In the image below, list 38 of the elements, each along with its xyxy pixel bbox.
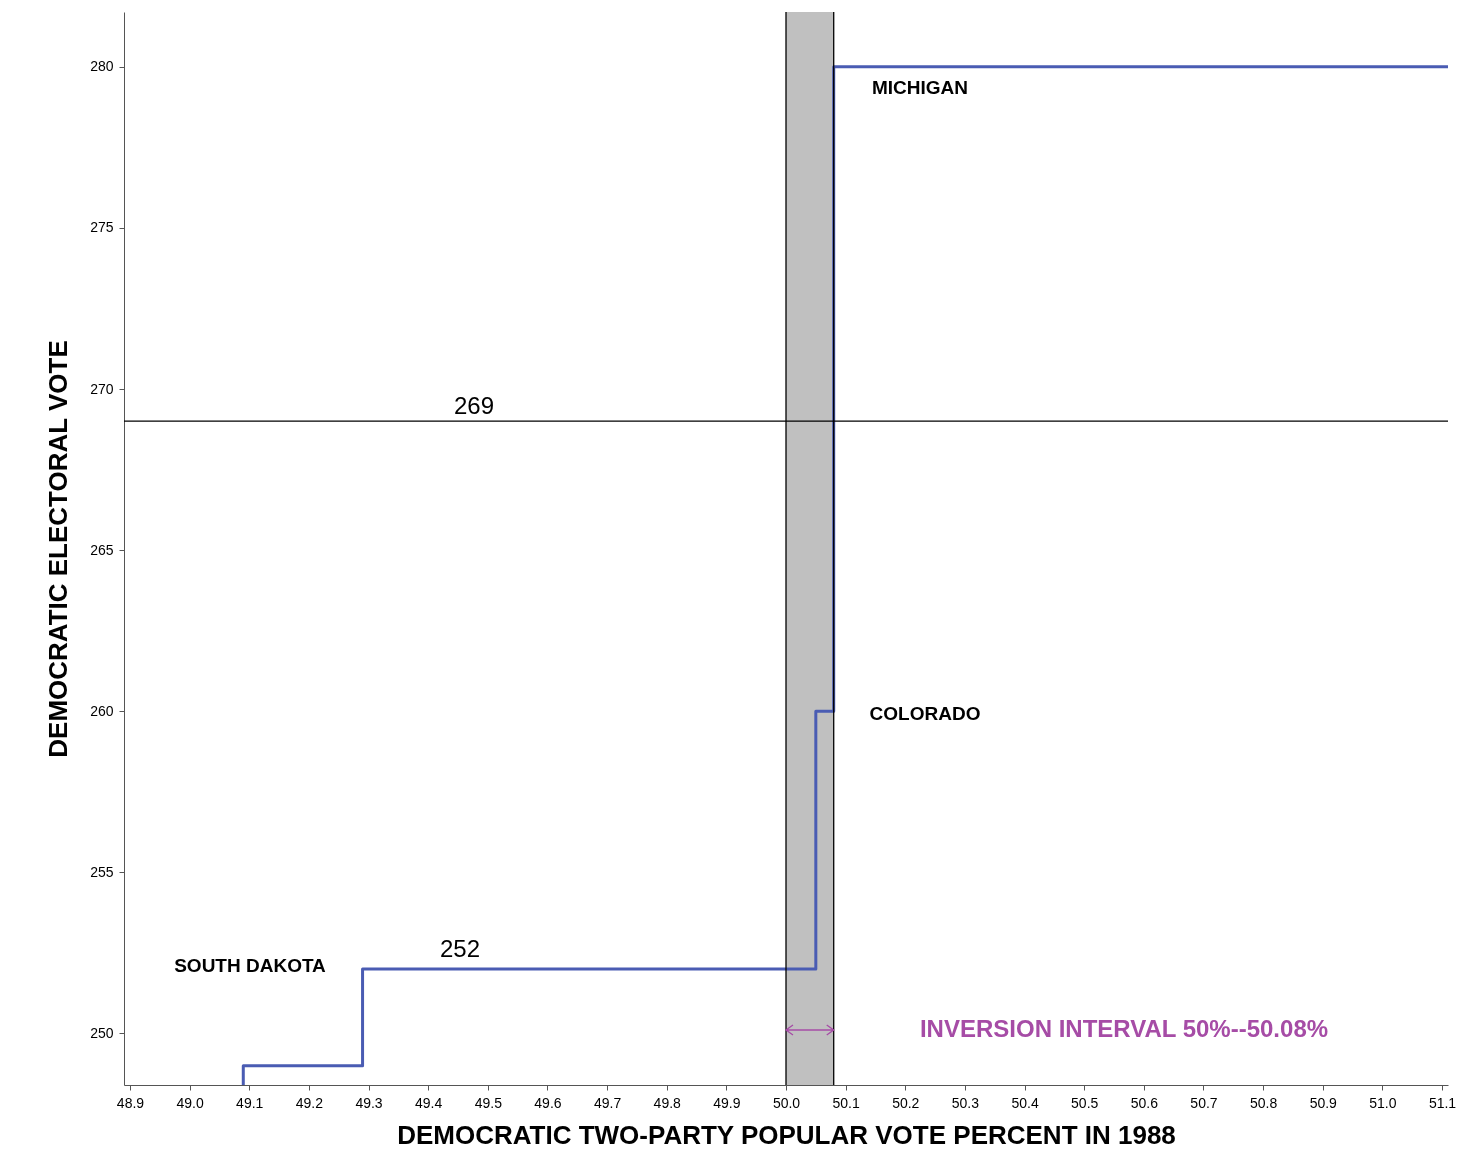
x-tick-label: 49.6 [534,1094,562,1111]
x-tick-label: 51.1 [1428,1094,1457,1111]
x-tick-label: 50.0 [772,1094,801,1111]
annotation: MICHIGAN [871,77,969,98]
x-tick-label: 49.9 [713,1094,741,1111]
y-tick-label: 260 [90,702,114,719]
y-tick-label: 250 [90,1024,114,1041]
y-tick-label: 280 [90,58,114,75]
y-tick-label: 255 [90,863,114,880]
x-tick-label: 49.7 [593,1094,622,1111]
x-tick-label: 49.5 [474,1094,503,1111]
x-tick-label: 49.4 [415,1094,443,1111]
x-tick-label: 48.9 [116,1094,145,1111]
x-tick-label: 50.9 [1309,1094,1338,1111]
y-tick-label: 275 [90,219,114,236]
x-tick-label: 50.8 [1249,1094,1278,1111]
x-tick-label: 50.1 [832,1094,860,1111]
x-tick-label: 49.2 [295,1094,324,1111]
x-tick-label: 50.5 [1071,1094,1099,1111]
x-tick-label: 50.4 [1011,1094,1039,1111]
ref-line-label: 269 [453,392,495,420]
x-tick-label: 49.8 [653,1094,682,1111]
y-tick-label: 265 [90,541,114,558]
x-tick-label: 50.3 [951,1094,980,1111]
annotation: INVERSION INTERVAL 50%--50.08% [919,1015,1329,1042]
y-tick-label: 270 [90,380,114,397]
x-tick-label: 49.3 [355,1094,383,1111]
annotation: COLORADO [869,703,981,724]
annotation: 252 [439,935,481,962]
x-tick-label: 49.0 [176,1094,204,1111]
y-axis-title: DEMOCRATIC ELECTORAL VOTE [43,340,74,758]
annotation: SOUTH DAKOTA [174,955,327,976]
x-tick-label: 50.2 [892,1094,920,1111]
x-tick-label: 50.7 [1190,1094,1218,1111]
x-tick-label: 50.6 [1130,1094,1159,1111]
x-axis-title: DEMOCRATIC TWO-PARTY POPULAR VOTE PERCENT IN 1988 [397,1119,1176,1150]
x-tick-label: 51.0 [1369,1094,1397,1111]
x-tick-label: 49.1 [236,1094,264,1111]
